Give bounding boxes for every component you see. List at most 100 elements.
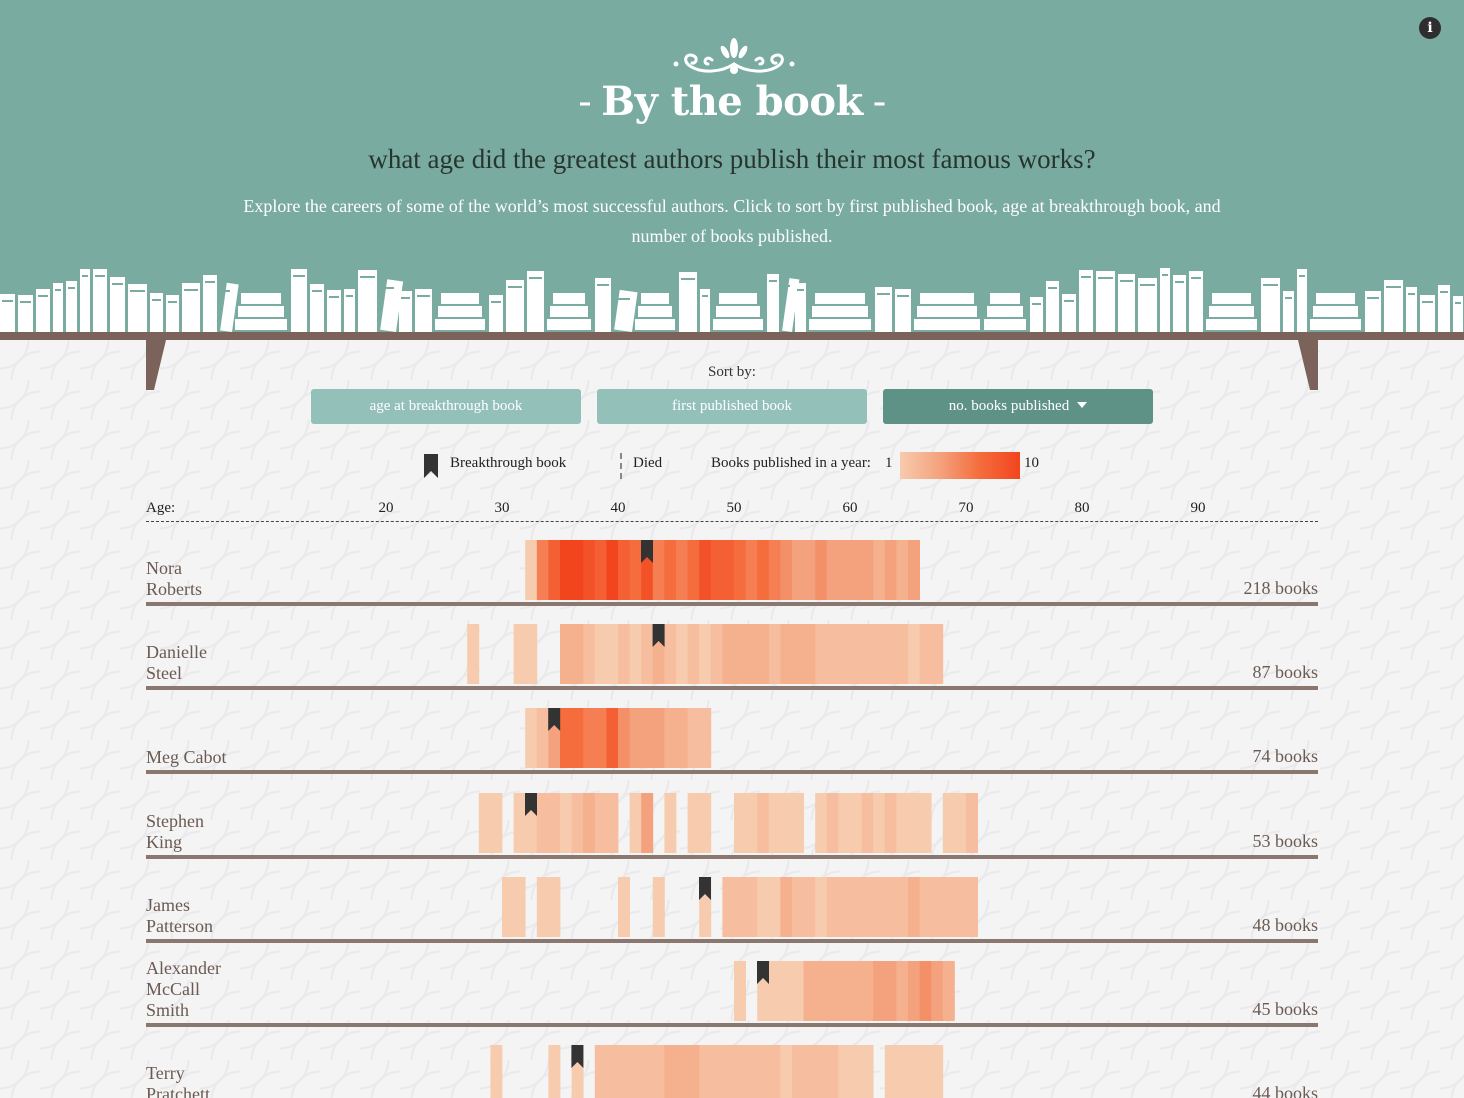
year-bar[interactable] <box>861 540 874 600</box>
year-bar[interactable] <box>838 540 851 600</box>
year-bar[interactable] <box>884 540 897 600</box>
year-bar[interactable] <box>908 1045 920 1098</box>
year-bar[interactable] <box>664 540 677 600</box>
breakthrough-bookmark-icon[interactable] <box>525 793 537 816</box>
year-bar[interactable] <box>699 793 712 853</box>
year-bar[interactable] <box>745 877 758 937</box>
year-bar[interactable] <box>618 540 630 600</box>
year-bar[interactable] <box>652 1045 665 1098</box>
year-bar[interactable] <box>826 1045 839 1098</box>
year-bar[interactable] <box>861 877 874 937</box>
year-bar[interactable] <box>803 624 816 684</box>
year-bar[interactable] <box>560 793 572 853</box>
year-bar[interactable] <box>641 624 654 684</box>
year-bar[interactable] <box>803 540 816 600</box>
year-bar[interactable] <box>571 624 584 684</box>
year-bar[interactable] <box>652 877 665 937</box>
year-bar[interactable] <box>664 1045 677 1098</box>
year-bar[interactable] <box>734 961 746 1021</box>
year-bar[interactable] <box>490 793 503 853</box>
year-bar[interactable] <box>861 793 874 853</box>
year-bar[interactable] <box>768 1045 781 1098</box>
year-bar[interactable] <box>826 961 839 1021</box>
year-bar[interactable] <box>896 540 909 600</box>
year-bar[interactable] <box>838 1045 851 1098</box>
year-bar[interactable] <box>780 624 793 684</box>
year-bar[interactable] <box>757 624 770 684</box>
year-bar[interactable] <box>583 793 596 853</box>
year-bar[interactable] <box>757 793 770 853</box>
year-bar[interactable] <box>966 877 978 937</box>
year-bar[interactable] <box>850 877 862 937</box>
year-bar[interactable] <box>687 708 700 768</box>
year-bar[interactable] <box>594 1045 607 1098</box>
year-bar[interactable] <box>652 540 665 600</box>
year-bar[interactable] <box>745 624 758 684</box>
year-bar[interactable] <box>699 1045 712 1098</box>
year-bar[interactable] <box>908 540 920 600</box>
year-bar[interactable] <box>826 877 839 937</box>
year-bar[interactable] <box>699 708 712 768</box>
year-bar[interactable] <box>838 877 851 937</box>
year-bar[interactable] <box>815 793 828 853</box>
year-bar[interactable] <box>722 1045 735 1098</box>
year-bar[interactable] <box>560 624 572 684</box>
year-bar[interactable] <box>884 961 897 1021</box>
year-bar[interactable] <box>780 1045 793 1098</box>
year-bar[interactable] <box>815 540 828 600</box>
year-bar[interactable] <box>525 624 538 684</box>
year-bar[interactable] <box>699 624 712 684</box>
year-bar[interactable] <box>919 624 932 684</box>
year-bar[interactable] <box>873 793 886 853</box>
year-bar[interactable] <box>803 877 816 937</box>
year-bar[interactable] <box>629 540 642 600</box>
author-row[interactable]: Danielle Steel 87 books <box>146 624 1318 690</box>
year-bar[interactable] <box>931 877 944 937</box>
year-bar[interactable] <box>548 877 561 937</box>
year-bar[interactable] <box>850 961 862 1021</box>
breakthrough-bookmark-icon[interactable] <box>652 624 665 647</box>
year-bar[interactable] <box>513 624 526 684</box>
year-bar[interactable] <box>571 793 584 853</box>
year-bar[interactable] <box>780 961 793 1021</box>
year-bar[interactable] <box>884 624 897 684</box>
year-bar[interactable] <box>722 624 735 684</box>
year-bar[interactable] <box>919 793 932 853</box>
year-bar[interactable] <box>780 877 793 937</box>
breakthrough-bookmark-icon[interactable] <box>548 708 561 731</box>
year-bar[interactable] <box>687 540 700 600</box>
year-bar[interactable] <box>792 624 804 684</box>
author-row[interactable]: Terry Pratchett 44 books <box>146 1045 1318 1098</box>
year-bar[interactable] <box>908 793 920 853</box>
year-bar[interactable] <box>699 540 712 600</box>
year-bar[interactable] <box>768 793 781 853</box>
year-bar[interactable] <box>710 624 723 684</box>
year-bar[interactable] <box>687 1045 700 1098</box>
year-bar[interactable] <box>954 793 967 853</box>
year-bar[interactable] <box>734 793 746 853</box>
year-bar[interactable] <box>594 793 607 853</box>
year-bar[interactable] <box>815 1045 828 1098</box>
year-bar[interactable] <box>838 793 851 853</box>
breakthrough-bookmark-icon[interactable] <box>641 540 653 563</box>
year-bar[interactable] <box>734 877 746 937</box>
year-bar[interactable] <box>502 877 514 937</box>
year-bar[interactable] <box>676 1045 688 1098</box>
year-bar[interactable] <box>594 624 607 684</box>
year-bar[interactable] <box>734 624 746 684</box>
year-bar[interactable] <box>908 877 920 937</box>
year-bar[interactable] <box>618 708 630 768</box>
year-bar[interactable] <box>710 1045 723 1098</box>
year-bar[interactable] <box>606 708 619 768</box>
year-bar[interactable] <box>641 1045 654 1098</box>
year-bar[interactable] <box>710 540 723 600</box>
year-bar[interactable] <box>618 877 630 937</box>
year-bar[interactable] <box>815 624 828 684</box>
info-icon[interactable]: i <box>1419 17 1441 39</box>
year-bar[interactable] <box>745 540 758 600</box>
sort-by-breakthrough-button[interactable]: age at breakthrough book <box>311 389 581 424</box>
year-bar[interactable] <box>780 540 793 600</box>
year-bar[interactable] <box>583 624 596 684</box>
year-bar[interactable] <box>896 961 909 1021</box>
year-bar[interactable] <box>606 793 619 853</box>
